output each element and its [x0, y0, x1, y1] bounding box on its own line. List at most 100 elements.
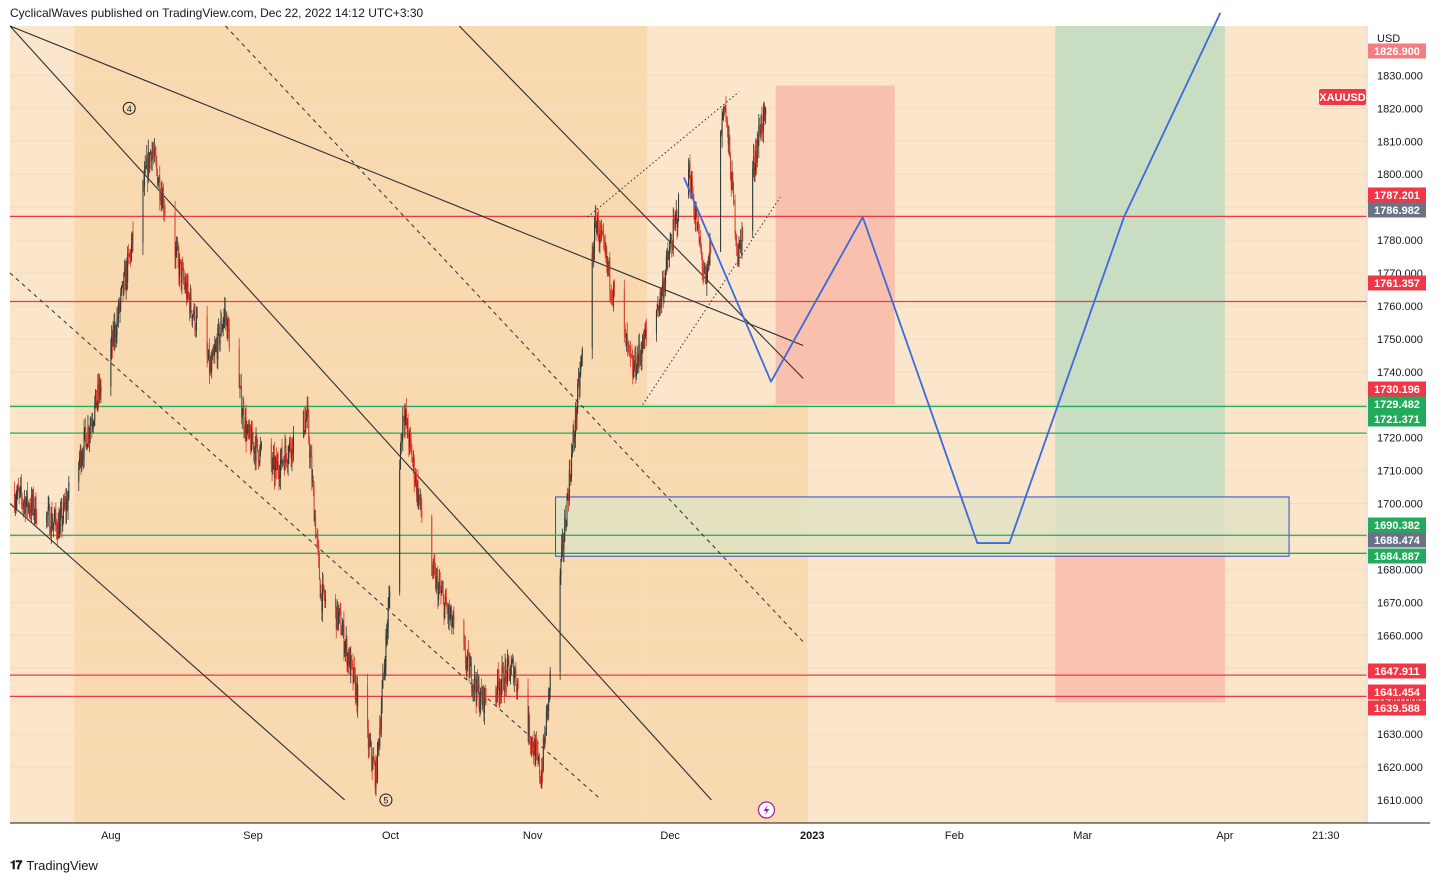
candle-body	[178, 256, 180, 277]
candle-body	[344, 644, 346, 650]
candle-body	[306, 405, 308, 419]
candle-body	[384, 668, 386, 670]
candle-body	[339, 608, 341, 612]
candle-body	[704, 266, 706, 274]
price-tick-label: 1630.000	[1377, 729, 1423, 741]
projected-wave-path[interactable]	[683, 12, 1222, 544]
candle-body	[163, 210, 165, 212]
candle-body	[288, 446, 290, 459]
candle-body	[62, 502, 64, 520]
candle-body	[342, 623, 344, 631]
channel-lower-line[interactable]	[9, 503, 346, 801]
candle-body	[477, 684, 479, 689]
price-badge-label: 1826.900	[1374, 46, 1420, 58]
candle-body	[561, 537, 563, 546]
candle-body	[244, 417, 246, 434]
candle-body	[189, 296, 191, 313]
candle-body	[350, 655, 352, 675]
candle-body	[402, 416, 404, 441]
candle-body	[311, 456, 313, 482]
candle-body	[150, 152, 152, 154]
candle-body	[535, 743, 537, 765]
candle-body	[699, 240, 701, 242]
price-badge[interactable]	[1368, 275, 1426, 291]
price-badge[interactable]	[1368, 43, 1426, 59]
short-stop-zone[interactable]	[775, 85, 895, 405]
candle-body	[111, 336, 113, 347]
candle-body	[432, 574, 434, 576]
price-badge[interactable]	[1368, 202, 1426, 218]
candle-body	[562, 537, 564, 550]
wedge-upper-line[interactable]	[587, 91, 740, 218]
wedge-lower-line[interactable]	[642, 196, 781, 406]
candle-body	[284, 445, 286, 471]
candle-body	[677, 221, 679, 228]
price-badge[interactable]	[1368, 517, 1426, 533]
candle-body	[192, 315, 194, 320]
candle-body	[411, 447, 413, 462]
candle-body	[629, 347, 631, 355]
candle-body	[51, 513, 53, 529]
support-zone-box[interactable]	[555, 496, 1290, 557]
candle-body	[707, 268, 709, 273]
candle-body	[343, 623, 345, 653]
publisher-header: CyclicalWaves published on TradingView.c…	[10, 6, 424, 20]
candle-body	[642, 335, 644, 349]
candle-body	[476, 674, 478, 701]
candle-body	[671, 242, 673, 248]
symbol-badge[interactable]	[1319, 89, 1366, 105]
tradingview-logo-icon[interactable]: 𝟏𝟕	[10, 858, 22, 872]
candle-body	[547, 704, 549, 711]
candle-body	[255, 436, 257, 462]
candle-body	[720, 131, 722, 135]
candle-body	[581, 356, 583, 365]
candle-body	[52, 525, 54, 529]
price-badge[interactable]	[1368, 396, 1426, 412]
candle-body	[503, 689, 505, 693]
candle-body	[735, 233, 737, 242]
candle-body	[378, 741, 380, 747]
candle-body	[389, 591, 391, 597]
price-badge[interactable]	[1368, 187, 1426, 203]
candle-body	[671, 247, 673, 251]
candle-body	[613, 282, 615, 299]
candle-body	[737, 255, 739, 265]
lightning-icon	[763, 805, 770, 815]
price-badge[interactable]	[1368, 548, 1426, 564]
candle-body	[33, 513, 35, 516]
candle-body	[124, 269, 126, 290]
candle-body	[181, 267, 183, 283]
time-tick-label: Aug	[101, 830, 121, 842]
price-badge[interactable]	[1368, 411, 1426, 427]
price-badge[interactable]	[1368, 663, 1426, 679]
channel-top-line[interactable]	[458, 25, 804, 379]
price-badge[interactable]	[1368, 381, 1426, 397]
candle-body	[188, 293, 190, 297]
candle-body	[256, 436, 258, 439]
candle-body	[279, 460, 281, 478]
long-target-zone[interactable]	[1055, 26, 1225, 542]
channel-upper-line[interactable]	[9, 25, 712, 801]
price-badge[interactable]	[1368, 684, 1426, 700]
candle-body	[127, 253, 129, 282]
candle-body	[695, 212, 697, 214]
candle-body	[283, 460, 285, 471]
candle-body	[18, 490, 20, 493]
candle-body	[607, 261, 609, 265]
trend-line[interactable]	[9, 25, 804, 346]
candle-body	[160, 193, 162, 201]
price-badge[interactable]	[1368, 700, 1426, 716]
candle-body	[467, 651, 469, 654]
tradingview-brand[interactable]: TradingView	[26, 858, 98, 873]
long-stop-zone[interactable]	[1055, 541, 1225, 703]
candle-body	[320, 593, 322, 599]
candle-body	[665, 271, 667, 286]
candle-body	[485, 698, 487, 703]
candle-body	[351, 655, 353, 662]
candle-body	[250, 435, 252, 451]
price-badge[interactable]	[1368, 532, 1426, 548]
candle-body	[161, 193, 163, 209]
candle-body	[516, 684, 518, 692]
candle-body	[480, 687, 482, 697]
